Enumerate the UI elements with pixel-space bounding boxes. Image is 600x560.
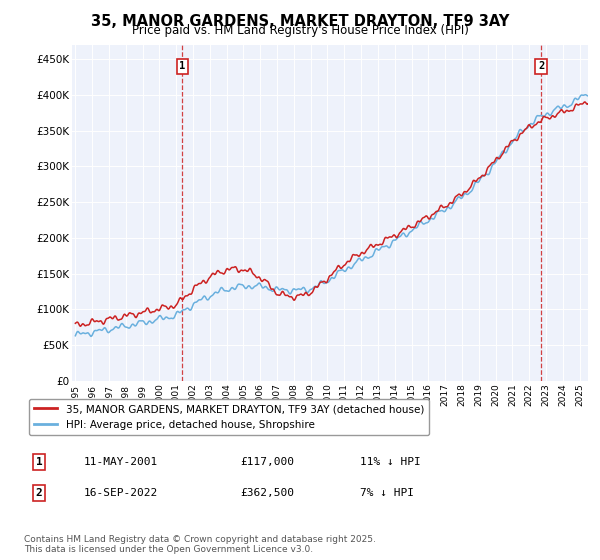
Text: Contains HM Land Registry data © Crown copyright and database right 2025.
This d: Contains HM Land Registry data © Crown c… [24, 535, 376, 554]
Text: 2: 2 [35, 488, 43, 498]
Text: 2: 2 [538, 61, 544, 71]
Text: 1: 1 [179, 61, 185, 71]
Text: £362,500: £362,500 [240, 488, 294, 498]
Text: 35, MANOR GARDENS, MARKET DRAYTON, TF9 3AY: 35, MANOR GARDENS, MARKET DRAYTON, TF9 3… [91, 14, 509, 29]
Text: 1: 1 [35, 457, 43, 467]
Text: 7% ↓ HPI: 7% ↓ HPI [360, 488, 414, 498]
Text: £117,000: £117,000 [240, 457, 294, 467]
Text: 11-MAY-2001: 11-MAY-2001 [84, 457, 158, 467]
Legend: 35, MANOR GARDENS, MARKET DRAYTON, TF9 3AY (detached house), HPI: Average price,: 35, MANOR GARDENS, MARKET DRAYTON, TF9 3… [29, 399, 429, 435]
Text: 11% ↓ HPI: 11% ↓ HPI [360, 457, 421, 467]
Text: 16-SEP-2022: 16-SEP-2022 [84, 488, 158, 498]
Text: Price paid vs. HM Land Registry's House Price Index (HPI): Price paid vs. HM Land Registry's House … [131, 24, 469, 37]
